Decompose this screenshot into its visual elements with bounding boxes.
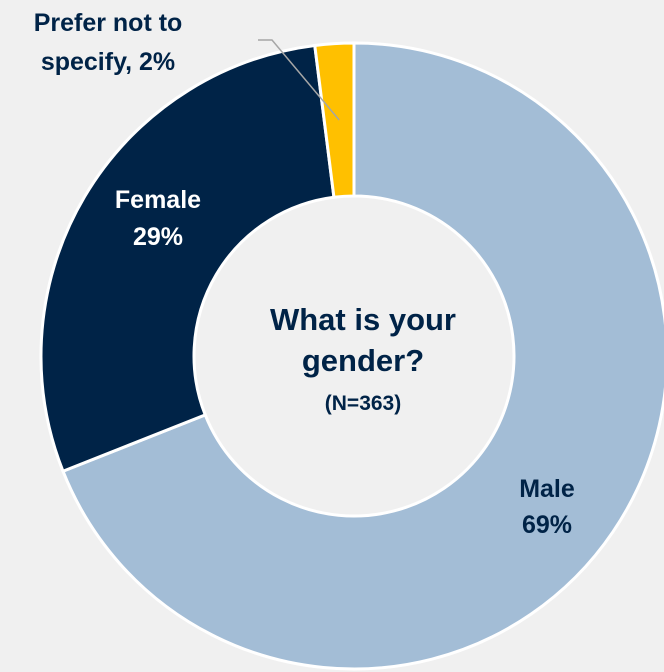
center-title-group: What is your gender? (N=363) — [270, 302, 456, 415]
slice-prefer-not-to-specify — [313, 41, 356, 199]
slices-group — [39, 41, 664, 671]
center-title-line1: What is your — [270, 302, 456, 337]
labels-group: Male 69% Female 29% Prefer not to specify, 2% — [34, 9, 575, 539]
slice-female — [39, 43, 336, 474]
center-subtitle: (N=363) — [325, 392, 401, 415]
slice-label-female-value: 29% — [133, 223, 183, 251]
leader-line-prefer-not-to-specify — [258, 39, 340, 121]
center-title-line2: gender? — [302, 343, 424, 378]
slice-label-male-name: Male — [519, 475, 575, 503]
slice-male — [61, 41, 664, 671]
slice-label-prefer-line1: Prefer not to — [34, 9, 183, 37]
slice-label-prefer-line2: specify, 2% — [41, 48, 175, 76]
slice-label-male-value: 69% — [522, 511, 572, 539]
slice-label-female-name: Female — [115, 186, 201, 214]
